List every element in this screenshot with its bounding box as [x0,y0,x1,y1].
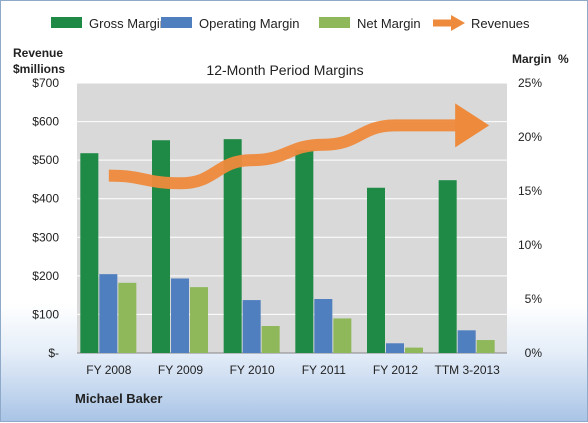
left-axis-ticks: $- $100 $200 $300 $400 $500 $600 $700 [32,76,59,360]
legend: Gross Margin Operating Margin Net Margin Re… [51,15,530,31]
legend-label: Revenues [471,16,530,31]
bar-gross-margin [438,180,457,353]
bar-net-margin [190,287,208,353]
right-tick-label: 5% [525,292,543,306]
legend-arrow [451,15,465,31]
right-tick-label: 10% [518,238,542,252]
category-label: FY 2009 [158,363,203,377]
right-tick-label: 15% [518,184,542,198]
legend-swatch [161,17,192,28]
bar-gross-margin [152,140,170,353]
left-tick-label: $- [48,346,59,360]
legend-label: Operating Margin [199,16,299,31]
left-tick-label: $500 [32,153,59,167]
category-label: FY 2011 [302,363,347,377]
bar-net-margin [333,318,352,353]
left-tick-label: $300 [32,230,59,244]
left-axis-label-line2: $millions [13,62,65,76]
bar-net-margin [118,282,137,353]
bar-series [80,139,495,353]
bar-gross-margin [223,139,242,353]
legend-label: Gross Margin [89,16,167,31]
right-tick-label: 20% [518,130,542,144]
left-tick-label: $100 [32,307,59,321]
bar-operating-margin [99,274,118,353]
category-axis-ticks: FY 2008 FY 2009 FY 2010 FY 2011 FY 2012 TTM 3… [86,363,500,377]
left-tick-label: $700 [32,76,59,90]
revenue-series [108,103,490,190]
bar-operating-margin [242,300,261,353]
right-tick-label: 0% [525,346,543,360]
bar-operating-margin [457,330,476,353]
right-axis-ticks: 0% 5% 10% 15% 20% 25% [518,76,542,360]
category-label: FY 2012 [373,363,418,377]
left-axis-label-line1: Revenue [13,46,63,60]
footer-author: Michael Baker [75,391,162,406]
category-label: FY 2008 [86,363,131,377]
bar-operating-margin [171,278,189,353]
bar-operating-margin [386,343,404,353]
category-label: FY 2010 [230,363,275,377]
bar-gross-margin [367,187,385,353]
category-label: TTM 3-2013 [434,363,500,377]
bar-operating-margin [314,299,333,353]
right-tick-label: 25% [518,76,542,90]
left-tick-label: $600 [32,115,59,129]
legend-swatch [51,17,82,28]
left-tick-label: $400 [32,192,59,206]
left-tick-label: $200 [32,269,59,283]
revenue-line [108,119,460,190]
chart-title: 12-Month Period Margins [206,62,363,78]
right-axis-label: Margin % [512,52,569,66]
bar-gross-margin [80,153,99,353]
bar-gross-margin [295,149,314,353]
legend-swatch [319,17,350,28]
bar-net-margin [405,347,423,353]
legend-label: Net Margin [357,16,421,31]
bar-net-margin [261,326,280,353]
revenue-arrowhead [455,103,490,148]
bar-net-margin [476,340,495,353]
